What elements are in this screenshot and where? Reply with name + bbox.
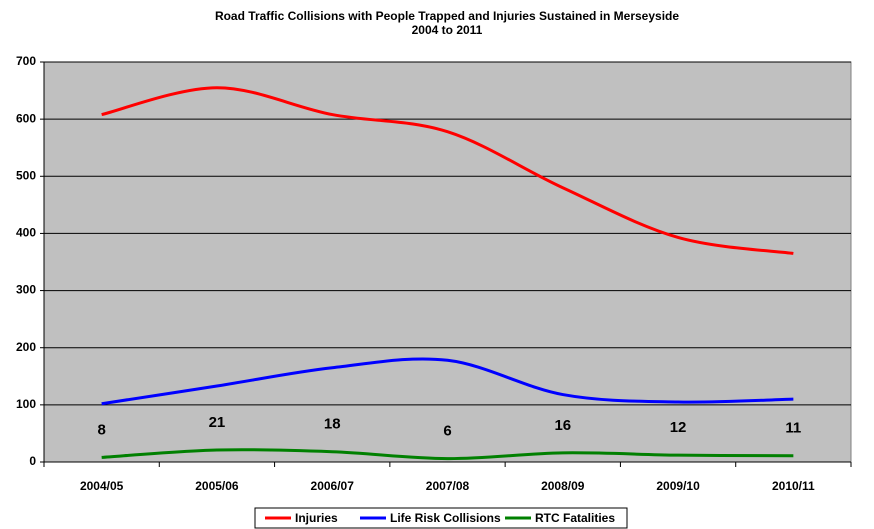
- series-line: [101, 448, 794, 461]
- x-tick-label: 2008/09: [541, 479, 585, 493]
- plot-area: [43, 61, 852, 463]
- legend-box: [254, 507, 628, 529]
- data-label: 16: [554, 417, 571, 434]
- series-line: [101, 86, 794, 255]
- legend-label: Injuries: [295, 511, 338, 525]
- data-label: 21: [209, 414, 226, 431]
- legend-label: Life Risk Collisions: [390, 511, 501, 525]
- x-tick-label: 2004/05: [80, 479, 124, 493]
- x-tick-label: 2009/10: [656, 479, 700, 493]
- chart-subtitle: 2004 to 2011: [412, 23, 483, 37]
- y-tick-label: 100: [16, 397, 36, 411]
- data-label: 6: [443, 423, 451, 440]
- x-tick-label: 2010/11: [772, 479, 815, 493]
- y-tick-label: 200: [16, 340, 36, 354]
- y-tick-label: 700: [16, 54, 36, 68]
- y-tick-label: 400: [16, 226, 36, 240]
- y-tick-label: 300: [16, 283, 36, 297]
- x-tick-label: 2007/08: [426, 479, 470, 493]
- y-tick-label: 600: [16, 111, 36, 125]
- data-label: 8: [97, 421, 105, 438]
- chart-title: Road Traffic Collisions with People Trap…: [215, 9, 679, 23]
- data-label: 18: [324, 416, 341, 433]
- y-tick-label: 500: [16, 168, 36, 182]
- series-line: [101, 357, 794, 406]
- y-tick-label: 0: [29, 454, 36, 468]
- x-tick-label: 2006/07: [311, 479, 355, 493]
- legend-label: RTC Fatalities: [535, 511, 615, 525]
- x-tick-label: 2005/06: [195, 479, 239, 493]
- data-label: 11: [785, 420, 801, 437]
- data-label: 12: [670, 419, 687, 436]
